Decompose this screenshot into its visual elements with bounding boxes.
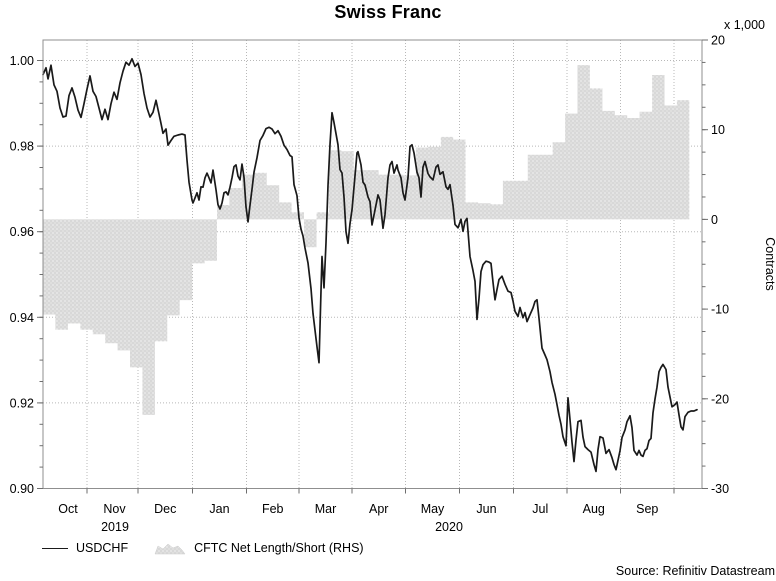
line-swatch-icon	[42, 547, 68, 549]
year-label: 2019	[101, 520, 129, 534]
right-tick-label: -10	[711, 303, 729, 317]
month-label: Nov	[103, 502, 126, 516]
left-tick-label: 0.96	[10, 225, 34, 239]
legend-item-cftc: CFTC Net Length/Short (RHS)	[154, 541, 364, 555]
right-tick-label: 10	[711, 123, 725, 137]
month-label: Sep	[636, 502, 658, 516]
right-tick-label: -30	[711, 482, 729, 496]
right-axis-side-label: Contracts	[763, 237, 776, 291]
right-tick-label: -20	[711, 392, 729, 406]
chart-legend: USDCHF CFTC Net Length/Short (RHS)	[42, 541, 390, 555]
left-tick-label: 1.00	[10, 54, 34, 68]
month-label: Jun	[476, 502, 496, 516]
left-tick-label: 0.94	[10, 311, 34, 325]
right-axis-unit-label: x 1,000	[724, 18, 765, 32]
month-label: Jan	[209, 502, 229, 516]
month-label: Feb	[262, 502, 284, 516]
month-label: Oct	[58, 502, 78, 516]
cftc-area-series	[43, 65, 690, 415]
axis-labels: 1.00 0.98 0.96 0.94 0.92 0.90 20 10 0 -10 -20 -30 Oc…	[10, 18, 776, 534]
right-tick-label: 20	[711, 34, 725, 48]
month-label: May	[421, 502, 445, 516]
right-tick-label: 0	[711, 213, 718, 227]
chart-title: Swiss Franc	[334, 2, 442, 22]
usdchf-line	[42, 57, 698, 473]
source-note: Source: Refinitiv Datastream	[615, 564, 775, 578]
left-tick-label: 0.92	[10, 396, 34, 410]
month-label: Jul	[532, 502, 548, 516]
left-tick-label: 0.90	[10, 482, 34, 496]
area-swatch-icon	[154, 543, 186, 554]
legend-item-usdchf: USDCHF	[42, 541, 128, 555]
axis-ticks	[37, 39, 708, 494]
year-label: 2020	[435, 520, 463, 534]
legend-label-cftc: CFTC Net Length/Short (RHS)	[194, 541, 364, 555]
month-label: Mar	[315, 502, 337, 516]
month-label: Dec	[154, 502, 176, 516]
month-label: Aug	[583, 502, 605, 516]
cftc-area	[43, 65, 690, 415]
left-tick-label: 0.98	[10, 140, 34, 154]
month-label: Apr	[369, 502, 388, 516]
usdchf-line-series	[42, 57, 698, 473]
legend-label-usdchf: USDCHF	[76, 541, 129, 555]
